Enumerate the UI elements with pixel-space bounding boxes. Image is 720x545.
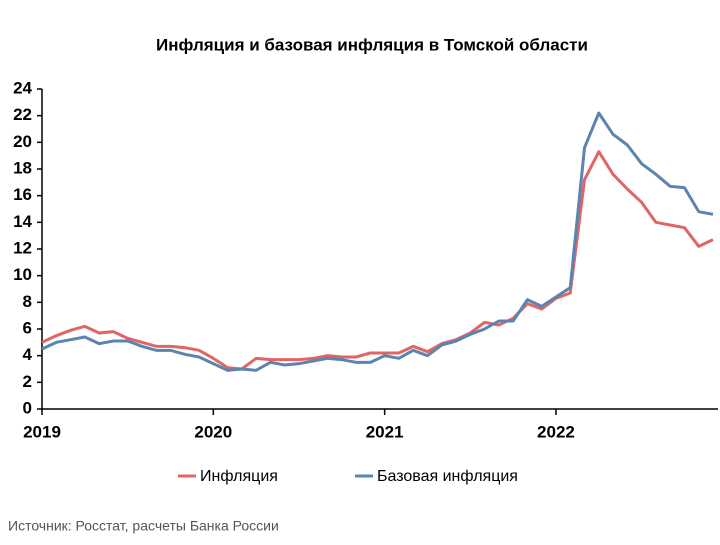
x-tick-label: 2020	[194, 422, 232, 441]
y-tick-label: 22	[13, 105, 32, 124]
series-line	[41, 150, 714, 371]
y-tick-label: 2	[23, 372, 32, 391]
source-note: Источник: Росстат, расчеты Банка России	[8, 518, 279, 534]
x-tick-label: 2019	[23, 422, 61, 441]
y-tick-label: 4	[23, 345, 33, 364]
y-tick-label: 18	[13, 158, 32, 177]
legend-label: Инфляция	[200, 468, 278, 485]
series-line	[41, 111, 714, 372]
legend-label: Базовая инфляция	[377, 468, 518, 485]
y-tick-label: 16	[13, 185, 32, 204]
y-tick-label: 24	[13, 78, 32, 97]
y-tick-label: 14	[13, 212, 32, 231]
y-tick-label: 20	[13, 132, 32, 151]
y-tick-label: 8	[23, 292, 32, 311]
x-tick-label: 2022	[537, 422, 575, 441]
y-tick-label: 0	[23, 398, 32, 417]
y-tick-label: 10	[13, 265, 32, 284]
chart-title: Инфляция и базовая инфляция в Томской об…	[156, 35, 588, 54]
y-tick-label: 12	[13, 238, 32, 257]
y-tick-label: 6	[23, 318, 32, 337]
x-tick-label: 2021	[366, 422, 404, 441]
